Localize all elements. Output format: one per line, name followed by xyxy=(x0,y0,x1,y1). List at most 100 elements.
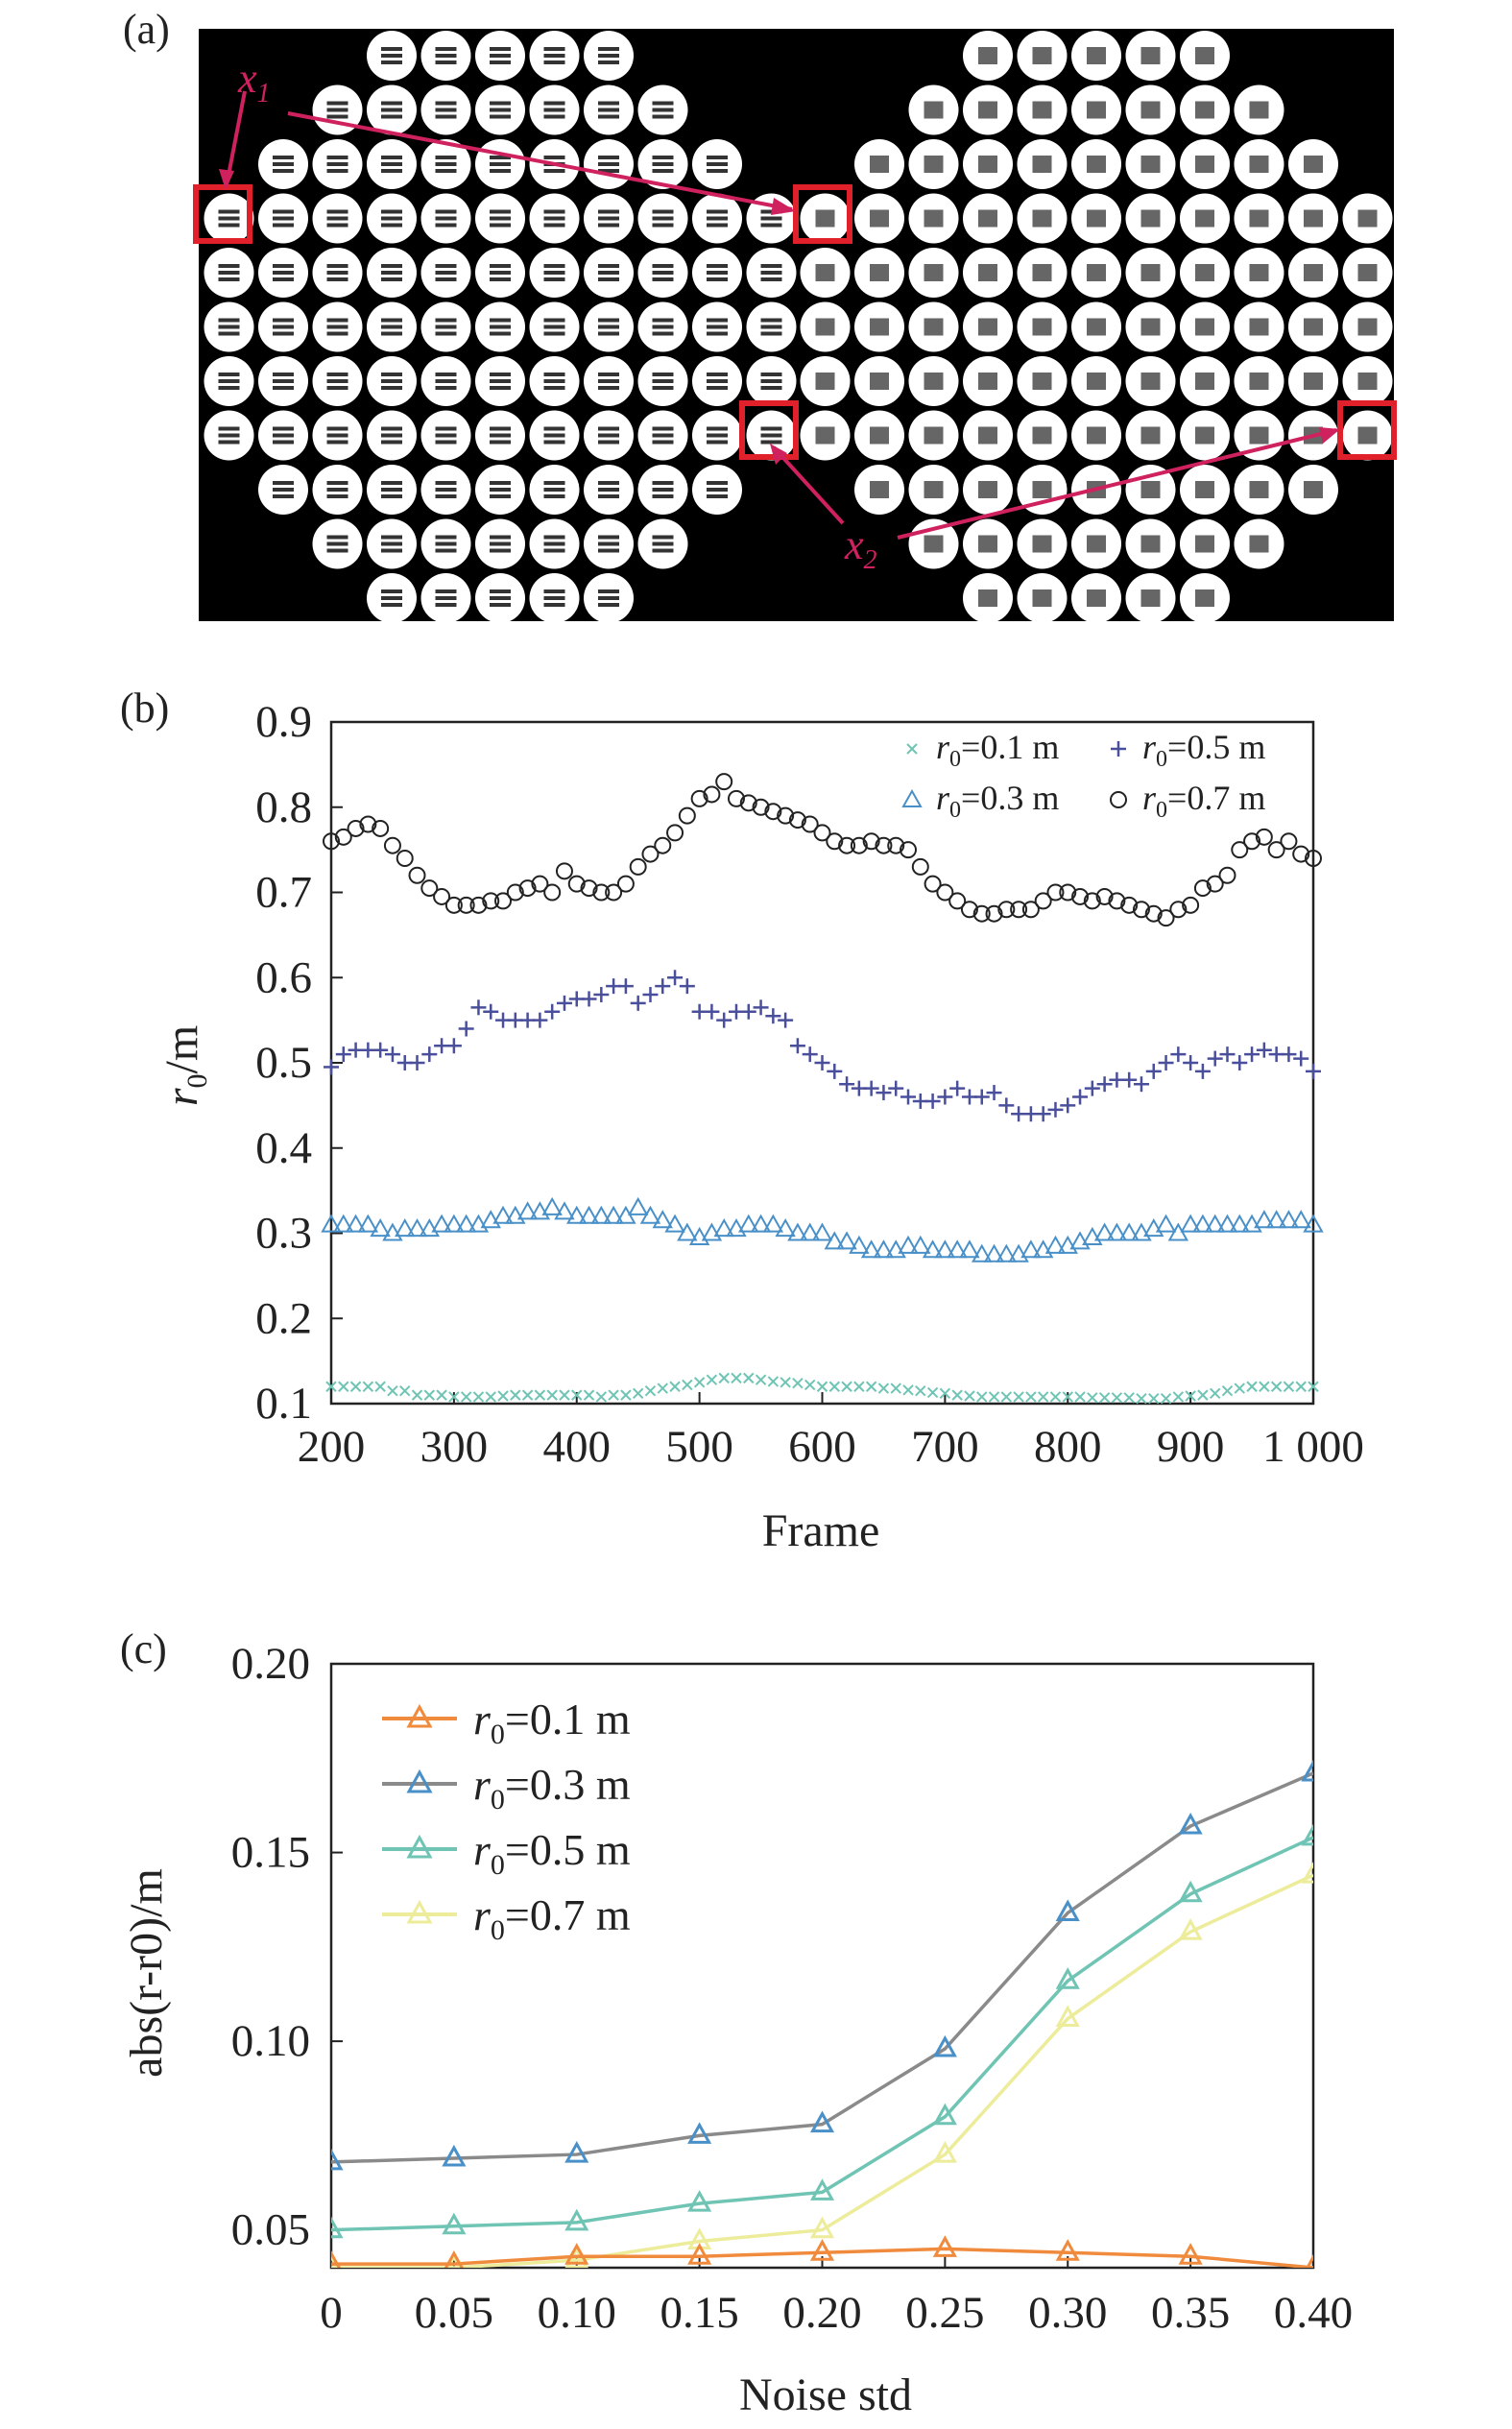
data-point xyxy=(1206,875,1224,893)
subaperture-mark xyxy=(435,318,457,323)
y-tick-label: 0.15 xyxy=(231,1828,310,1878)
subaperture-mark xyxy=(870,156,889,173)
data-point xyxy=(546,1389,558,1401)
data-point xyxy=(787,1222,808,1241)
subaperture-mark xyxy=(435,535,457,540)
subaperture-mark xyxy=(435,264,457,268)
data-point xyxy=(1219,1046,1236,1063)
chart-b-legend: r0=0.1 m r0=0.3 m r0=0.5 m r0=0.7 m xyxy=(901,728,1265,823)
data-point xyxy=(701,1222,723,1241)
subaperture-mark xyxy=(652,108,674,112)
subaperture-mark xyxy=(543,101,565,106)
subaperture-mark xyxy=(381,54,402,58)
subaperture-mark xyxy=(326,331,348,336)
subaperture-mark xyxy=(652,162,674,166)
data-point xyxy=(1049,1391,1062,1403)
subaperture-mark xyxy=(707,223,728,228)
subaperture-mark xyxy=(543,548,565,553)
data-point xyxy=(1241,1214,1262,1233)
subaperture-mark xyxy=(381,169,402,173)
subaperture-mark xyxy=(652,318,674,323)
data-point xyxy=(323,832,340,851)
subaperture-mark xyxy=(218,433,240,438)
data-point xyxy=(406,1218,428,1238)
subaperture-mark xyxy=(652,169,674,173)
data-point xyxy=(566,1205,588,1224)
panel-label-b: (b) xyxy=(120,685,169,732)
data-point xyxy=(853,1381,865,1392)
subaperture-mark xyxy=(273,156,294,159)
x-tick-label: 700 xyxy=(911,1422,979,1472)
data-point xyxy=(444,1214,465,1233)
subaperture-mark xyxy=(1195,589,1214,607)
data-point xyxy=(1060,1097,1076,1114)
data-point xyxy=(483,1003,499,1020)
subaperture-mark xyxy=(1195,426,1214,445)
data-point xyxy=(583,1389,595,1401)
subaperture-mark xyxy=(218,373,240,376)
data-point xyxy=(738,1214,759,1233)
data-point xyxy=(1221,1384,1234,1397)
y-tick-label: 0.6 xyxy=(255,952,312,1002)
subaperture-mark xyxy=(978,373,997,390)
data-point xyxy=(809,2216,835,2239)
subaperture-mark xyxy=(435,589,457,593)
data-point xyxy=(1131,1222,1152,1241)
subaperture-mark xyxy=(652,325,674,329)
subaperture-mark xyxy=(490,481,511,485)
subaperture-mark xyxy=(978,209,997,228)
data-point xyxy=(850,836,868,854)
subaperture-mark xyxy=(652,101,674,106)
subaperture-mark xyxy=(1087,101,1106,119)
subaperture-mark xyxy=(707,271,728,275)
data-point xyxy=(1265,1210,1287,1229)
data-point xyxy=(641,845,660,863)
subaperture-mark xyxy=(381,589,402,593)
subaperture-mark xyxy=(490,60,511,64)
subaperture-mark xyxy=(490,216,511,221)
subaperture-mark xyxy=(543,216,565,221)
data-point xyxy=(1305,850,1322,867)
subaperture-mark xyxy=(543,541,565,546)
data-point xyxy=(1256,1042,1272,1058)
data-point xyxy=(865,1381,877,1392)
y-tick-label: 0.1 xyxy=(255,1379,312,1429)
subaperture-mark xyxy=(490,209,511,214)
data-point xyxy=(1270,1381,1283,1392)
chart-c-lines xyxy=(331,1759,1313,2268)
x-tick-label: 0.25 xyxy=(905,2288,984,2338)
data-point xyxy=(1231,841,1249,859)
data-point xyxy=(345,1214,367,1233)
subaperture-mark xyxy=(435,494,457,498)
data-point xyxy=(898,1235,919,1254)
subaperture-mark xyxy=(1032,101,1052,119)
subaperture-mark xyxy=(435,481,457,485)
subaperture-mark xyxy=(707,331,728,336)
data-point xyxy=(1301,1759,1313,1782)
subaperture-mark xyxy=(1249,209,1269,228)
x-tick-label: 600 xyxy=(788,1422,856,1472)
data-point xyxy=(932,2140,957,2163)
subaperture-mark xyxy=(815,426,835,445)
data-point xyxy=(688,1226,710,1245)
data-point xyxy=(1120,896,1139,914)
data-point xyxy=(333,1214,354,1233)
data-point xyxy=(505,1205,526,1224)
subaperture-mark xyxy=(1032,589,1052,607)
data-point xyxy=(788,811,806,830)
subaperture-mark xyxy=(490,494,511,498)
data-point xyxy=(1020,1239,1042,1259)
subaperture-mark xyxy=(707,216,728,221)
subaperture-mark xyxy=(543,488,565,492)
subaperture-mark xyxy=(490,373,511,376)
data-point xyxy=(1308,1381,1319,1392)
data-point xyxy=(1180,1214,1201,1233)
data-point xyxy=(556,995,572,1011)
data-point xyxy=(740,1003,756,1020)
data-point xyxy=(849,1235,870,1254)
data-point xyxy=(372,819,390,837)
subaperture-mark xyxy=(435,433,457,438)
subaperture-mark xyxy=(490,162,511,166)
subaperture-mark xyxy=(490,325,511,329)
subaperture-mark xyxy=(924,318,944,336)
